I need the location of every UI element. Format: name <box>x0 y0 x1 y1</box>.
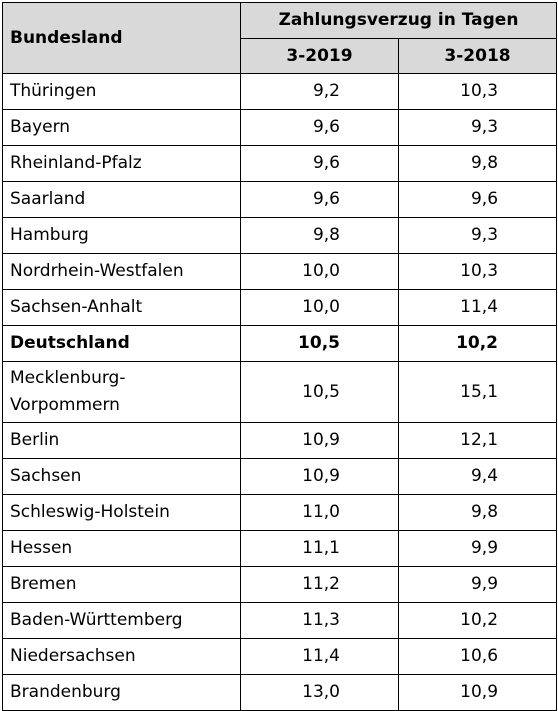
cell-value-2018: 9,4 <box>397 458 558 495</box>
table-row: Sachsen-Anhalt 10,0 11,4 <box>2 289 558 326</box>
table-row: Mecklenburg- Vorpommern 10,5 15,1 <box>2 361 558 423</box>
cell-value-2019: 11,2 <box>240 566 399 603</box>
table-row: Saarland 9,6 9,6 <box>2 181 558 218</box>
cell-value-2019: 9,8 <box>240 217 399 254</box>
cell-bundesland: Thüringen <box>2 73 241 110</box>
cell-value-2018: 10,2 <box>397 325 558 362</box>
table-body: Thüringen 9,2 10,3 Bayern 9,6 9,3 Rheinl… <box>2 73 558 711</box>
cell-bundesland: Hamburg <box>2 217 241 254</box>
cell-bundesland: Schleswig-Holstein <box>2 494 241 531</box>
cell-value-2018: 11,4 <box>397 289 558 326</box>
cell-value-2019: 9,6 <box>240 181 399 218</box>
cell-bundesland: Berlin <box>2 422 241 459</box>
cell-value-2019: 9,6 <box>240 109 399 146</box>
cell-value-2018: 15,1 <box>397 361 558 423</box>
table-row: Rheinland-Pfalz 9,6 9,8 <box>2 145 558 182</box>
cell-bundesland: Bremen <box>2 566 241 603</box>
table-row: Berlin 10,9 12,1 <box>2 422 558 459</box>
table-header: Bundesland Zahlungsverzug in Tagen 3-201… <box>2 2 558 74</box>
table-row: Schleswig-Holstein 11,0 9,8 <box>2 494 558 531</box>
cell-value-2019: 11,0 <box>240 494 399 531</box>
cell-value-2019: 11,3 <box>240 602 399 639</box>
cell-value-2018: 9,3 <box>397 217 558 254</box>
cell-bundesland: Nordrhein-Westfalen <box>2 253 241 290</box>
cell-value-2019: 9,2 <box>240 73 399 110</box>
table-row-deutschland: Deutschland 10,5 10,2 <box>2 325 558 362</box>
cell-bundesland: Mecklenburg- Vorpommern <box>2 361 241 423</box>
header-row-years: 3-2019 3-2018 <box>3 38 558 74</box>
cell-value-2018: 9,6 <box>397 181 558 218</box>
cell-bundesland-line-2: Vorpommern <box>10 395 120 415</box>
cell-bundesland: Sachsen <box>2 458 241 495</box>
cell-value-2018: 9,9 <box>397 566 558 603</box>
cell-value-2019: 9,6 <box>240 145 399 182</box>
cell-bundesland: Bayern <box>2 109 241 146</box>
header-year-2019: 3-2019 <box>240 38 399 74</box>
table-row: Hamburg 9,8 9,3 <box>2 217 558 254</box>
header-zahlungsverzug: Zahlungsverzug in Tagen <box>239 2 558 39</box>
header-bundesland: Bundesland <box>2 2 241 74</box>
cell-bundesland: Deutschland <box>2 325 241 362</box>
cell-value-2018: 10,3 <box>397 73 558 110</box>
cell-value-2018: 9,9 <box>397 530 558 567</box>
cell-value-2019: 10,5 <box>240 325 399 362</box>
cell-bundesland: Hessen <box>2 530 241 567</box>
cell-value-2018: 9,8 <box>397 494 558 531</box>
cell-bundesland: Niedersachsen <box>2 638 241 675</box>
table-row: Baden-Württemberg 11,3 10,2 <box>2 602 558 639</box>
cell-value-2018: 9,3 <box>397 109 558 146</box>
cell-value-2019: 10,5 <box>240 361 399 423</box>
header-year-2018: 3-2018 <box>397 38 558 74</box>
header-row-top: Bundesland Zahlungsverzug in Tagen <box>2 2 558 74</box>
cell-value-2018: 10,9 <box>397 674 558 711</box>
cell-value-2018: 10,3 <box>397 253 558 290</box>
table-row: Thüringen 9,2 10,3 <box>2 73 558 110</box>
cell-value-2018: 10,2 <box>397 602 558 639</box>
cell-value-2018: 12,1 <box>397 422 558 459</box>
cell-value-2018: 9,8 <box>397 145 558 182</box>
table-row: Sachsen 10,9 9,4 <box>2 458 558 495</box>
cell-value-2019: 10,9 <box>240 422 399 459</box>
cell-value-2019: 10,9 <box>240 458 399 495</box>
cell-value-2019: 11,1 <box>240 530 399 567</box>
table-row: Bremen 11,2 9,9 <box>2 566 558 603</box>
cell-value-2019: 11,4 <box>240 638 399 675</box>
cell-value-2019: 10,0 <box>240 289 399 326</box>
cell-bundesland: Baden-Württemberg <box>2 602 241 639</box>
table-row: Brandenburg 13,0 10,9 <box>2 674 558 711</box>
table-row: Hessen 11,1 9,9 <box>2 530 558 567</box>
cell-value-2019: 10,0 <box>240 253 399 290</box>
table-row: Nordrhein-Westfalen 10,0 10,3 <box>2 253 558 290</box>
table-row: Niedersachsen 11,4 10,6 <box>2 638 558 675</box>
cell-bundesland: Rheinland-Pfalz <box>2 145 241 182</box>
cell-value-2019: 13,0 <box>240 674 399 711</box>
table-row: Bayern 9,6 9,3 <box>2 109 558 146</box>
cell-bundesland: Saarland <box>2 181 241 218</box>
cell-bundesland: Brandenburg <box>2 674 241 711</box>
cell-value-2018: 10,6 <box>397 638 558 675</box>
cell-bundesland-line-1: Mecklenburg- <box>10 368 126 388</box>
cell-bundesland: Sachsen-Anhalt <box>2 289 241 326</box>
